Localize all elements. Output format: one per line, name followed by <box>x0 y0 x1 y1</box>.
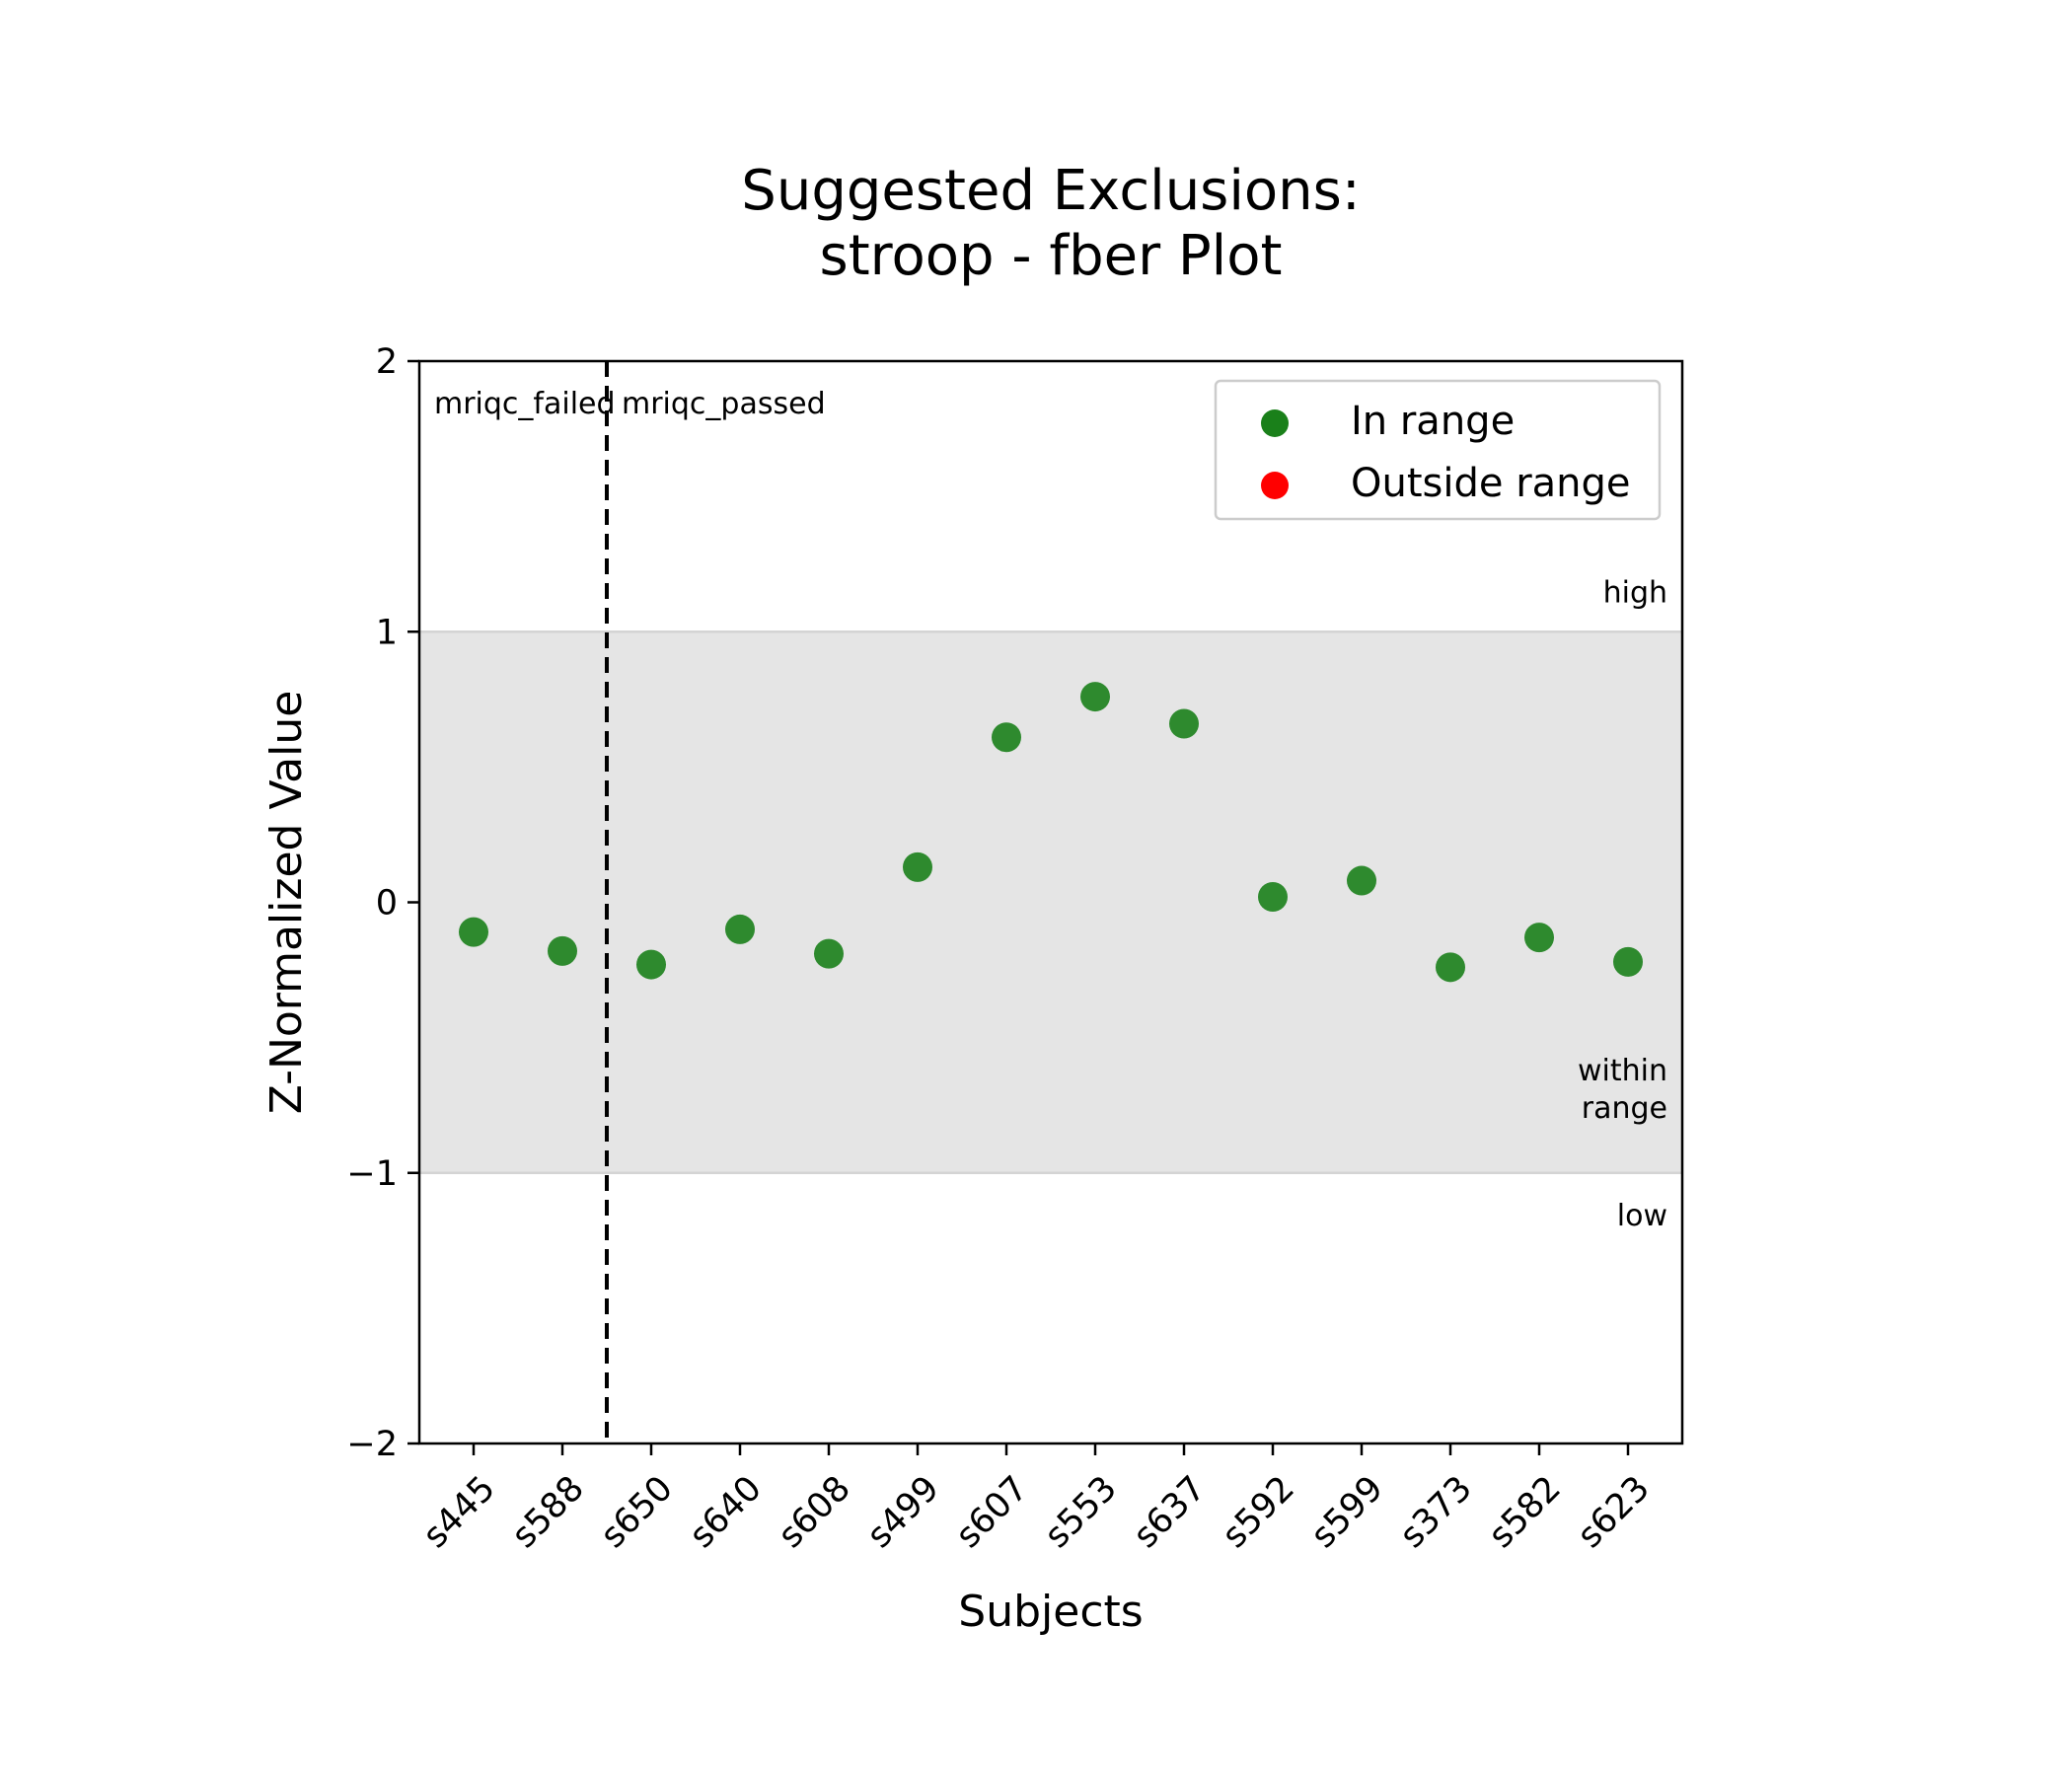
x-tick-label: s607 <box>948 1469 1035 1556</box>
y-axis-label: Z-Normalized Value <box>261 691 312 1115</box>
y-tick-label: 1 <box>376 613 398 652</box>
points-layer <box>459 682 1643 983</box>
legend-marker-outside-range <box>1261 472 1289 499</box>
x-tick-label: s445 <box>415 1469 502 1556</box>
legend-box <box>1214 379 1662 521</box>
legend-label-outside-range: Outside range <box>1351 461 1631 506</box>
data-point <box>992 722 1021 753</box>
x-axis: s445 s588 s650 s640 s608 s499 s607 s553 s637 s592… <box>415 1443 1658 1556</box>
region-label-within-line2: range <box>1582 1091 1667 1126</box>
divider-labels: mriqc_failed mriqc_passed <box>434 387 826 421</box>
chart-title: Suggested Exclusions: <box>741 159 1360 223</box>
region-label-high: high <box>1603 575 1667 610</box>
legend: In range Outside range <box>1214 379 1662 521</box>
chart-subtitle: stroop - fber Plot <box>820 224 1283 288</box>
range-band-layer <box>419 630 1682 1174</box>
x-tick-label: s588 <box>504 1469 591 1556</box>
data-point <box>1524 923 1554 953</box>
x-tick-label: s640 <box>682 1469 769 1556</box>
data-point <box>1258 882 1288 913</box>
x-tick-label: s592 <box>1215 1469 1301 1556</box>
x-tick-label: s553 <box>1037 1469 1124 1556</box>
x-tick-label: s608 <box>771 1469 857 1556</box>
x-tick-label: s623 <box>1570 1469 1657 1556</box>
within-range-band <box>419 631 1682 1173</box>
x-tick-label: s599 <box>1303 1469 1390 1556</box>
region-label-low: low <box>1617 1199 1667 1233</box>
y-axis: 2 1 0 −1 −2 <box>346 342 419 1464</box>
x-tick-label: s373 <box>1392 1469 1479 1556</box>
y-tick-label: −1 <box>346 1154 398 1194</box>
region-label-within-line1: within <box>1578 1054 1667 1088</box>
y-tick-label: 2 <box>376 342 398 382</box>
data-point <box>1080 682 1110 712</box>
divider-label-passed: mriqc_passed <box>622 387 826 421</box>
data-point <box>459 917 488 947</box>
data-point <box>1347 865 1376 896</box>
x-tick-label: s499 <box>859 1469 946 1556</box>
data-point <box>1436 952 1465 983</box>
divider-label-failed: mriqc_failed <box>434 387 616 421</box>
data-point <box>1613 946 1643 977</box>
data-point <box>903 851 932 882</box>
x-axis-label: Subjects <box>958 1587 1143 1637</box>
legend-items: In range Outside range <box>1261 399 1631 506</box>
data-point <box>725 914 755 944</box>
data-point <box>1169 708 1199 739</box>
x-tick-label: s637 <box>1126 1469 1213 1556</box>
data-point <box>814 938 844 969</box>
data-point <box>548 935 577 966</box>
y-tick-label: −2 <box>346 1425 398 1464</box>
legend-marker-in-range <box>1261 409 1289 437</box>
y-tick-label: 0 <box>376 884 398 924</box>
legend-label-in-range: In range <box>1351 399 1515 444</box>
x-tick-label: s650 <box>593 1469 680 1556</box>
data-point <box>636 949 666 980</box>
x-tick-label: s582 <box>1481 1469 1568 1556</box>
region-labels: high within range low <box>1578 575 1667 1233</box>
